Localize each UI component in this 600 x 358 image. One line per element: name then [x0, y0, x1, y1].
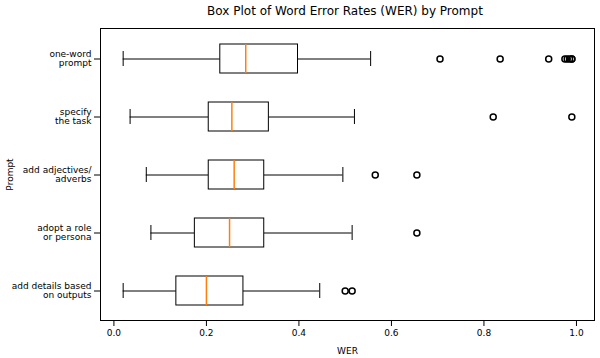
svg-text:Prompt: Prompt — [5, 158, 15, 191]
svg-text:0.4: 0.4 — [292, 328, 307, 338]
svg-text:add details basedon outputs: add details basedon outputs — [12, 281, 92, 300]
svg-text:0.2: 0.2 — [199, 328, 213, 338]
svg-text:WER: WER — [337, 346, 358, 356]
html-text:Box Plot of Word Error Rates (: Box Plot of Word Error Rates (WER) by Pr… — [207, 4, 483, 18]
svg-text:1.0: 1.0 — [569, 328, 584, 338]
svg-text:add adjectives/adverbs: add adjectives/adverbs — [23, 165, 93, 184]
svg-text:specifythe task: specifythe task — [55, 107, 92, 126]
svg-text:one-wordprompt: one-wordprompt — [49, 49, 92, 68]
svg-text:0.6: 0.6 — [384, 328, 399, 338]
svg-text:0.8: 0.8 — [477, 328, 492, 338]
svg-text:0.0: 0.0 — [107, 328, 122, 338]
svg-text:adopt a roleor persona: adopt a roleor persona — [37, 223, 92, 242]
